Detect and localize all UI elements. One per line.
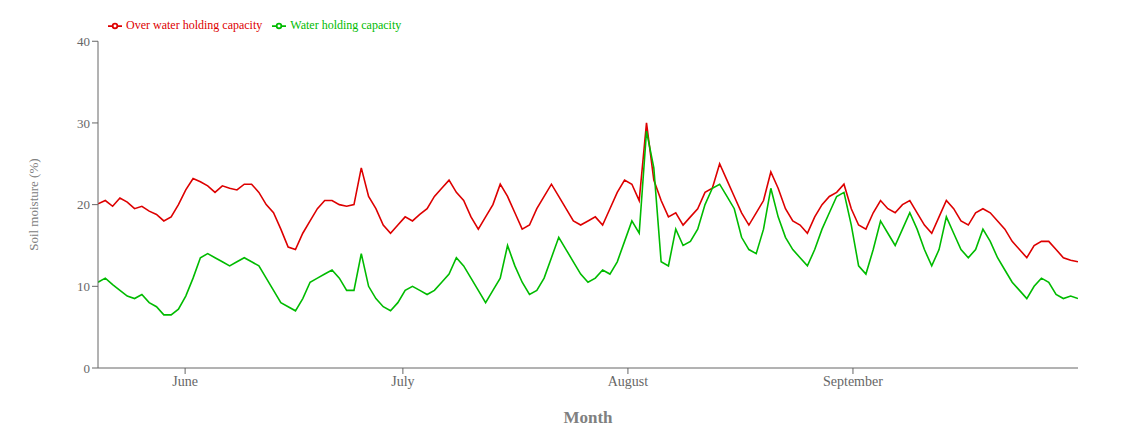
svg-text:40: 40 [77,34,90,49]
svg-text:September: September [823,374,883,389]
svg-text:10: 10 [77,279,90,294]
svg-text:0: 0 [84,361,91,376]
html-text:Over water holding capacity: Over water holding capacity [126,18,263,32]
html-text:Water holding capacity: Water holding capacity [290,18,402,32]
svg-text:August: August [608,374,649,389]
svg-text:Month: Month [563,408,613,427]
svg-text:30: 30 [77,116,90,131]
svg-text:20: 20 [77,197,90,212]
svg-text:Soil moisture (%): Soil moisture (%) [26,158,41,250]
svg-text:June: June [172,374,198,389]
svg-text:July: July [391,374,414,389]
